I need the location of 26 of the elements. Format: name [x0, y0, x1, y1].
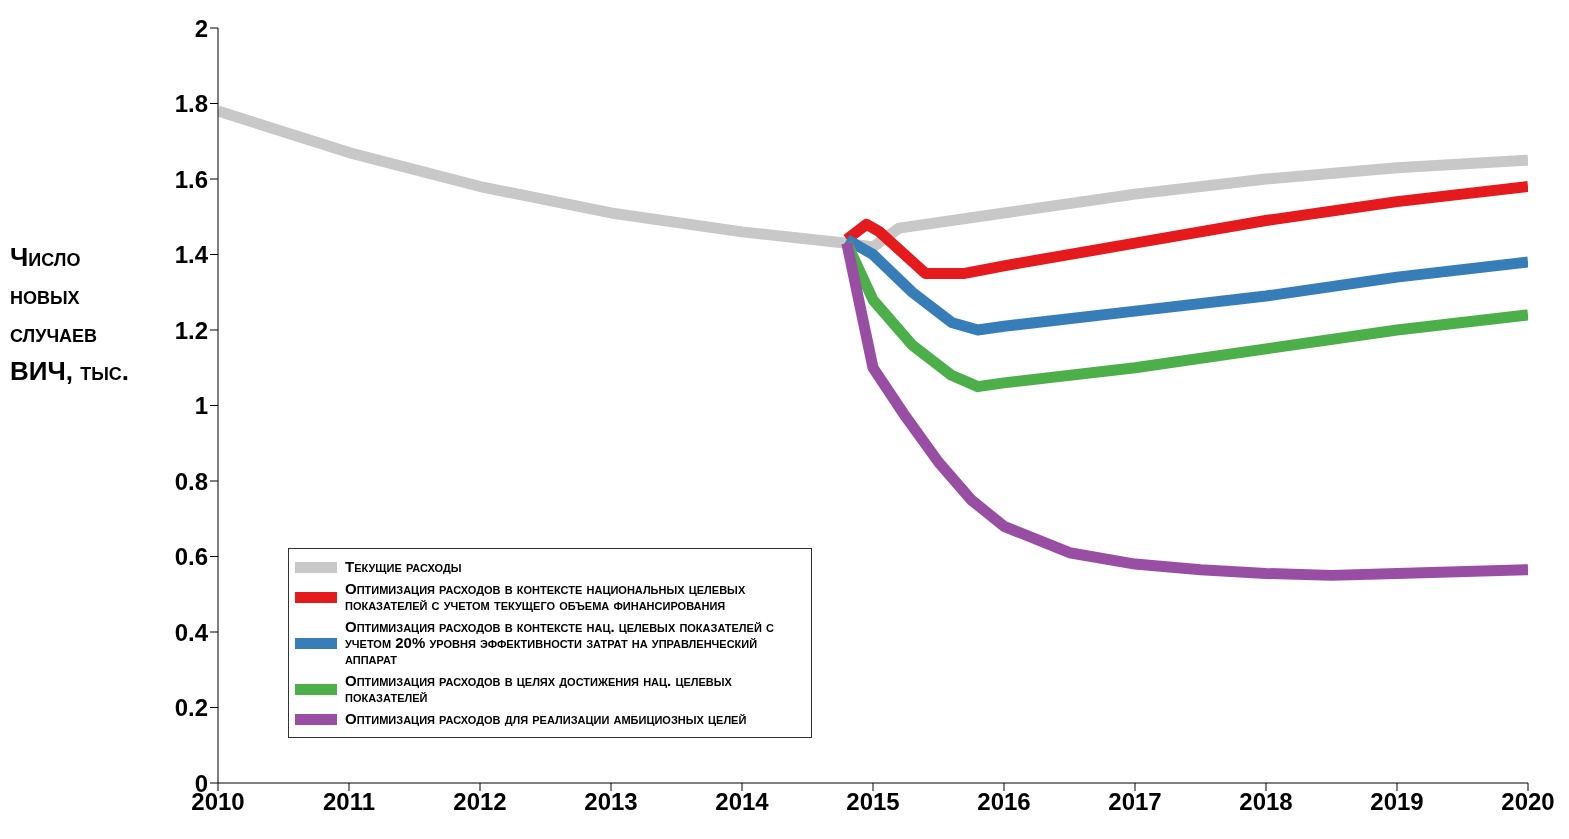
y-tick-label: 1.8 [174, 90, 208, 118]
y-tick-label: 0.6 [174, 543, 208, 571]
x-tick-label: 2018 [1239, 788, 1293, 816]
legend-label: Оптимизация расходов в контексте нац. целевых показателей с учетом 20% уровня эффективности затрат на управленческий аппарат [345, 618, 775, 667]
legend-label: Оптимизация расходов для реализации амбициозных целей [345, 710, 747, 727]
y-tick-label: 1.4 [174, 241, 209, 269]
x-tick-label: 2014 [715, 788, 770, 816]
y-tick-label: 0.4 [174, 618, 209, 646]
x-tick-label: 2015 [846, 788, 900, 816]
x-tick-label: 2016 [977, 788, 1031, 816]
x-tick-label: 2017 [1108, 788, 1162, 816]
x-tick-label: 2012 [453, 788, 507, 816]
y-tick-label: 1.6 [174, 165, 208, 193]
legend-label: Оптимизация расходов в целях достижения нац. целевых показателей [345, 672, 733, 705]
y-axis-title: Число новых случаев ВИЧ, тыс. [10, 241, 131, 388]
y-tick-label: 1 [194, 392, 208, 420]
y-tick-label: 0.8 [174, 467, 208, 495]
x-tick-label: 2013 [584, 788, 638, 816]
x-tick-label: 2020 [1501, 788, 1555, 816]
y-tick-label: 0.2 [174, 694, 208, 722]
y-tick-label: 1.2 [174, 316, 208, 344]
legend-label: Текущие расходы [345, 558, 462, 575]
x-tick-label: 2011 [322, 788, 376, 816]
y-tick-label: 2 [194, 14, 208, 42]
legend-label: Оптимизация расходов в контексте национальных целевых показателей с учетом текущего объема финансирования [345, 580, 747, 613]
x-tick-label: 2019 [1370, 788, 1424, 816]
